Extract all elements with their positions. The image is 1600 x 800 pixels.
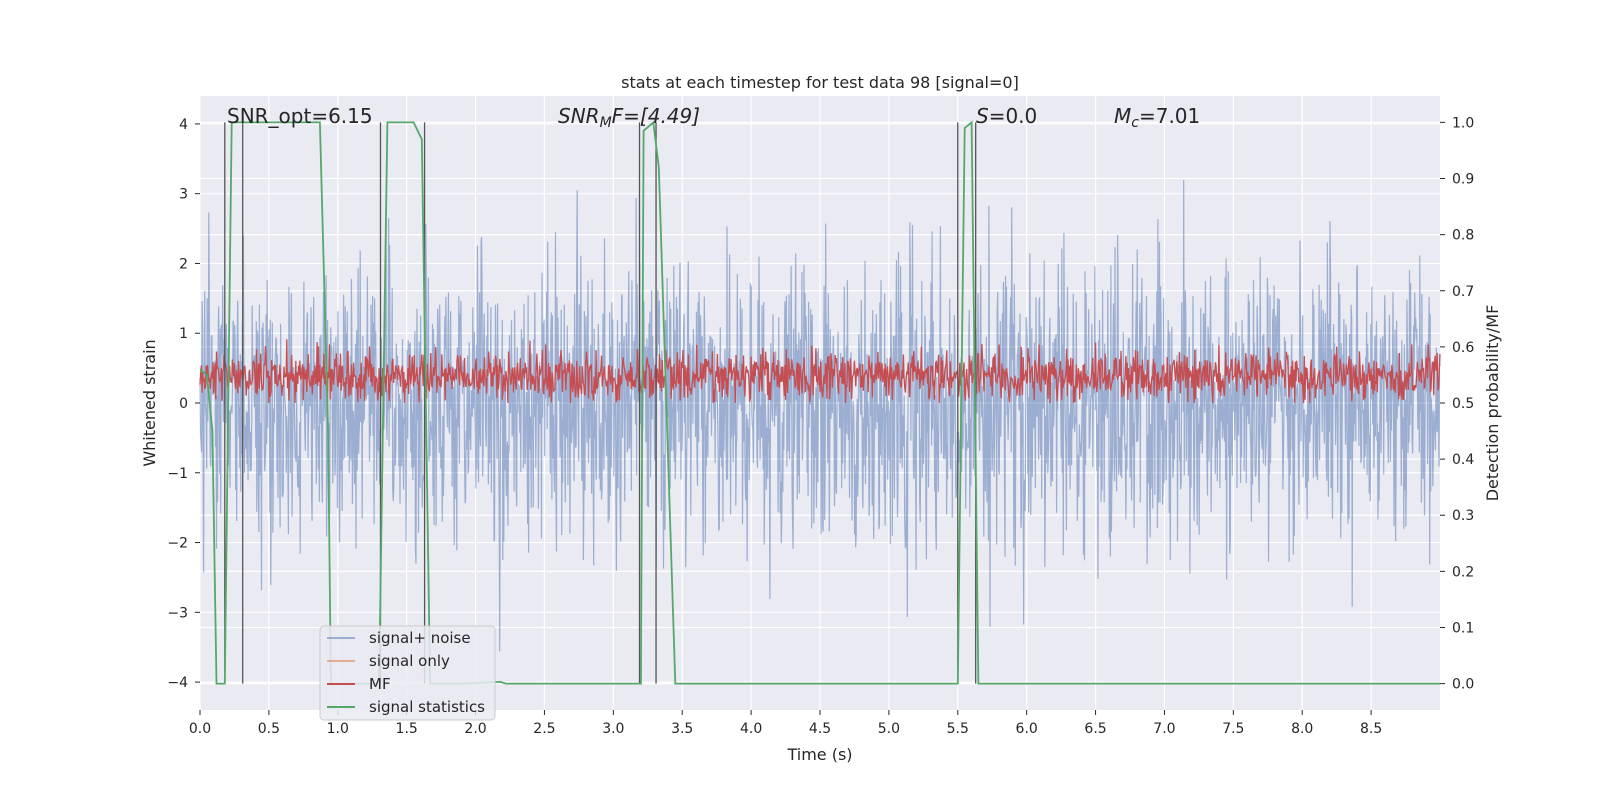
legend-label-signal-only: signal only <box>369 652 450 670</box>
x-tick-label: 2.5 <box>533 721 555 737</box>
y2-tick-label: 0.1 <box>1452 620 1474 636</box>
y2-tick-label: 0.7 <box>1452 284 1474 300</box>
x-tick-label: 0.5 <box>258 721 280 737</box>
y-tick-label: 1 <box>179 326 188 342</box>
y-tick-label: 2 <box>179 256 188 272</box>
x-tick-label: 0.0 <box>189 721 211 737</box>
y-tick-label: −3 <box>167 605 188 621</box>
x-tick-label: 8.5 <box>1360 721 1382 737</box>
y2-tick-label: 0.5 <box>1452 396 1474 412</box>
legend: signal+ noise signal only MF signal stat… <box>319 625 496 721</box>
signal-noise-series <box>199 179 1441 652</box>
annotation-snr-mf: SNRMF=[4.49] <box>558 104 700 131</box>
mf-series <box>199 339 1441 404</box>
annotation-s: S=0.0 <box>976 104 1037 128</box>
y2-axis-label: Detection probability/MF <box>1483 305 1502 502</box>
annotation-mc: Mc=7.01 <box>1114 104 1200 131</box>
x-tick-label: 3.0 <box>602 721 624 737</box>
x-tick-label: 6.5 <box>1084 721 1106 737</box>
y2-tick-label: 0.9 <box>1452 172 1474 188</box>
legend-label-signal-noise: signal+ noise <box>369 629 471 647</box>
x-tick-label: 2.0 <box>464 721 486 737</box>
grid <box>199 96 1440 710</box>
legend-label-signal-statistics: signal statistics <box>369 698 485 716</box>
signal-noise-line <box>199 179 1441 652</box>
y-tick-label: 4 <box>179 117 188 133</box>
legend-label-mf: MF <box>369 675 391 693</box>
y2-tick-label: 0.0 <box>1452 677 1474 693</box>
x-tick-label: 5.5 <box>947 721 969 737</box>
x-tick-label: 3.5 <box>671 721 693 737</box>
y-tick-label: 0 <box>179 396 188 412</box>
x-tick-label: 5.0 <box>878 721 900 737</box>
x-tick-label: 8.0 <box>1291 721 1313 737</box>
x-axis-label: Time (s) <box>786 745 852 764</box>
legend-box <box>319 625 496 721</box>
x-tick-label: 1.0 <box>327 721 349 737</box>
y-axis-label: Whitened strain <box>140 339 159 466</box>
chart-title: stats at each timestep for test data 98 … <box>621 73 1019 92</box>
y2-tick-label: 0.4 <box>1452 452 1474 468</box>
x-tick-label: 7.0 <box>1153 721 1175 737</box>
x-tick-label: 4.0 <box>740 721 762 737</box>
y-tick-label: −1 <box>167 466 188 482</box>
y-tick-label: 3 <box>179 187 188 203</box>
y2-tick-label: 0.3 <box>1452 508 1474 524</box>
x-tick-label: 1.5 <box>396 721 418 737</box>
y2-tick-label: 0.2 <box>1452 564 1474 580</box>
axis-ticks: 0.0 0.5 1.0 1.5 2.0 2.5 3.0 3.5 4.0 4.5 5.0 5.5 6.0 6… <box>167 115 1474 737</box>
y-tick-label: −4 <box>167 675 188 691</box>
x-tick-label: 4.5 <box>809 721 831 737</box>
mf-line <box>199 339 1441 404</box>
x-tick-label: 6.0 <box>1016 721 1038 737</box>
y2-tick-label: 0.6 <box>1452 340 1474 356</box>
x-tick-label: 7.5 <box>1222 721 1244 737</box>
y2-tick-label: 1.0 <box>1452 115 1474 131</box>
y-tick-label: −2 <box>167 536 188 552</box>
annotation-snr-opt: SNR_opt=6.15 <box>227 104 373 128</box>
y2-tick-label: 0.8 <box>1452 228 1474 244</box>
